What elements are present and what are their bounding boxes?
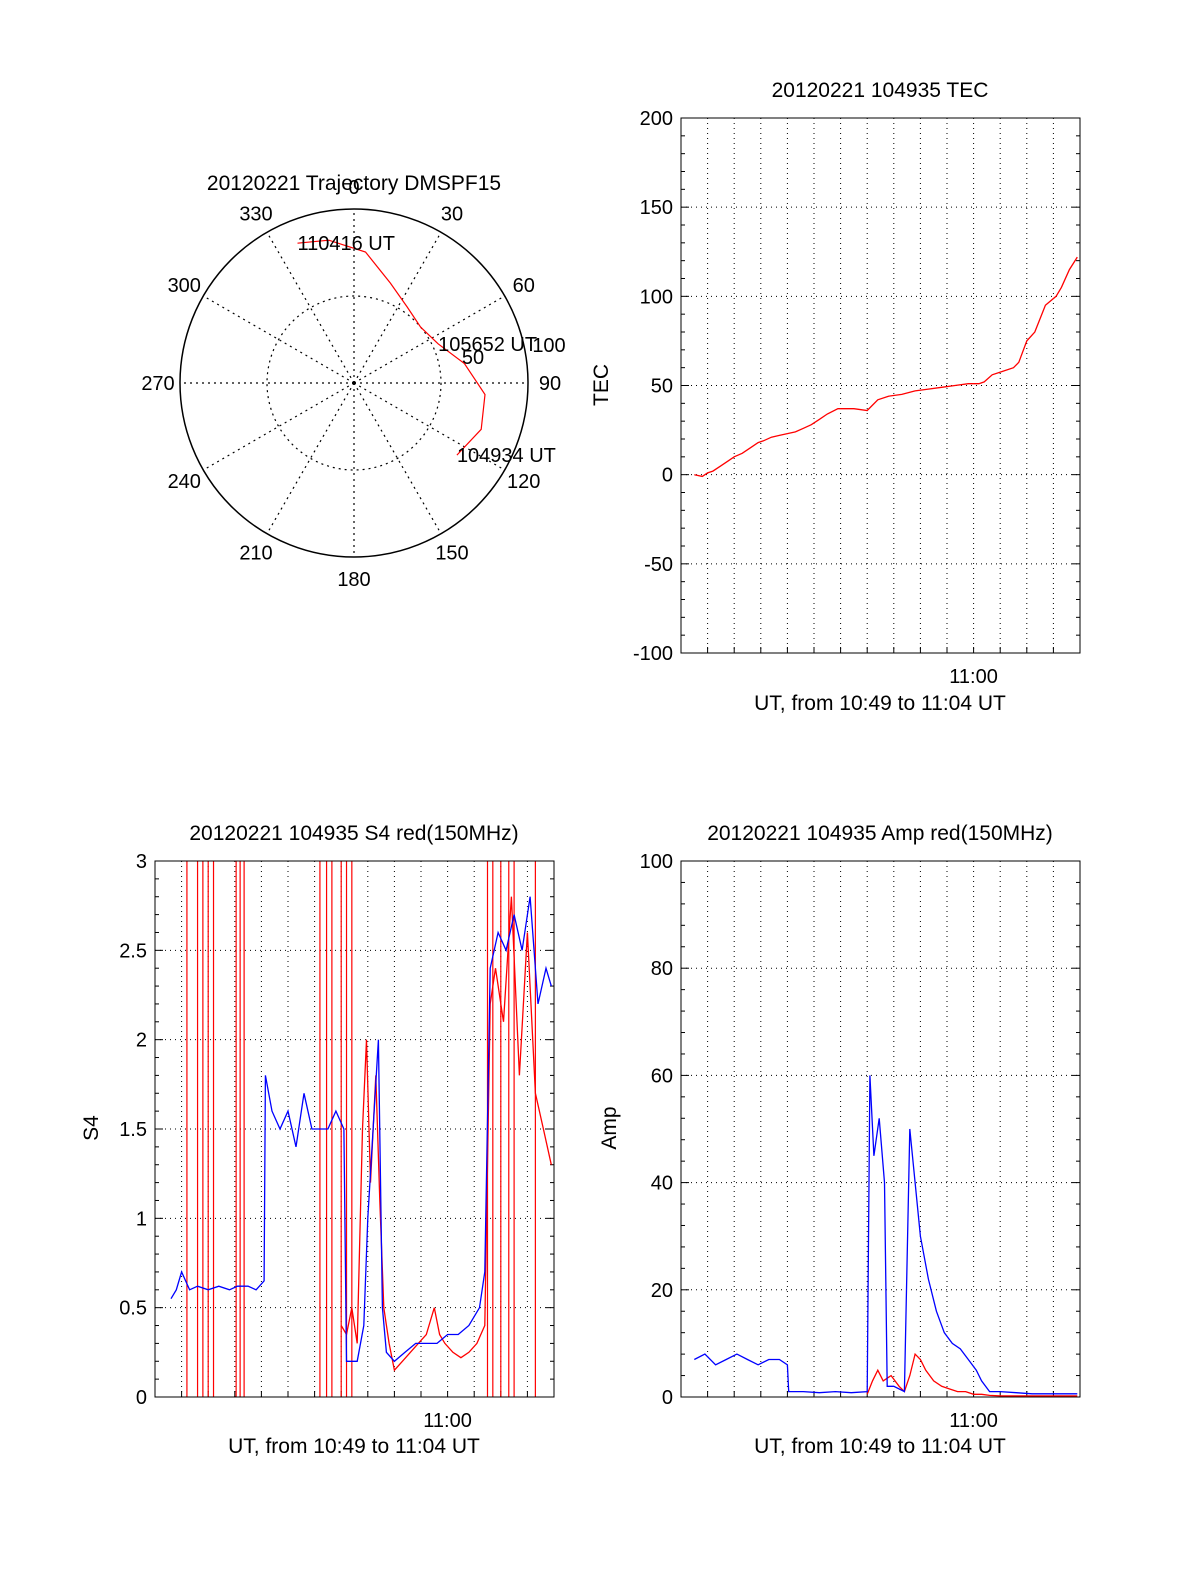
s4-title: 20120221 104935 S4 red(150MHz) — [189, 822, 518, 845]
polar-angle-label: 240 — [168, 471, 201, 493]
trajectory-time-label: 110416 UT — [298, 233, 395, 255]
s4-series — [170, 861, 552, 1397]
y-tick-label: 100 — [640, 286, 673, 308]
trajectory-time-label: 104934 UT — [457, 445, 556, 467]
polar-angle-label: 120 — [507, 471, 540, 493]
amp-ylabel: Amp — [598, 1106, 621, 1149]
s4-ylabel: S4 — [80, 1115, 103, 1141]
x-tick-label: 11:00 — [949, 1410, 998, 1432]
polar-angle-label: 30 — [441, 203, 463, 225]
polar-grid-spoke — [353, 382, 505, 471]
y-tick-label: 3 — [136, 851, 147, 873]
polar-angle-label: 90 — [539, 373, 561, 395]
polar-grid — [180, 209, 528, 557]
amp-xticks: 11:00 — [949, 1410, 998, 1432]
s4-panel: 20120221 104935 S4 red(150MHz) UT, from … — [80, 822, 555, 1458]
s4-xticks: 11:00 — [423, 1410, 472, 1432]
y-tick-label: 2.5 — [119, 940, 147, 962]
amp-series — [694, 1075, 1078, 1397]
polar-radius-label-100: 100 — [532, 335, 565, 357]
tec-plot-frame — [680, 117, 1081, 654]
y-tick-label: 1 — [136, 1208, 147, 1230]
series-line — [694, 256, 1078, 478]
trajectory-series: 104934 UT 105652 UT 110416 UT — [297, 233, 556, 467]
polar-grid-spoke — [353, 295, 505, 384]
y-tick-label: 60 — [651, 1065, 673, 1087]
amp-xlabel: UT, from 10:49 to 11:04 UT — [754, 1435, 1006, 1458]
y-tick-label: 0 — [662, 1387, 673, 1409]
s4-grid — [155, 860, 554, 1398]
amp-panel: 20120221 104935 Amp red(150MHz) UT, from… — [598, 822, 1081, 1458]
y-tick-label: 200 — [640, 108, 673, 130]
series-line — [170, 896, 552, 1363]
polar-outer-circle — [179, 208, 529, 558]
y-tick-label: 20 — [651, 1280, 673, 1302]
x-tick-label: 11:00 — [423, 1410, 472, 1432]
s4-xlabel: UT, from 10:49 to 11:04 UT — [228, 1435, 480, 1458]
trajectory-line — [297, 239, 486, 456]
polar-grid-spoke — [353, 382, 442, 534]
polar-grid-spoke — [266, 232, 355, 384]
polar-angle-label: 180 — [337, 569, 370, 591]
y-tick-label: 0.5 — [119, 1298, 147, 1320]
polar-grid-spoke — [203, 295, 355, 384]
y-tick-label: 50 — [651, 376, 673, 398]
tec-xticks: 11:00 — [949, 666, 998, 688]
s4-plot-frame — [154, 860, 555, 1398]
trajectory-time-label: 105652 UT — [438, 334, 537, 356]
x-tick-label: 11:00 — [949, 666, 998, 688]
tec-xlabel: UT, from 10:49 to 11:04 UT — [754, 692, 1006, 715]
tec-ylabel: TEC — [590, 364, 613, 406]
polar-angle-label: 270 — [141, 373, 174, 395]
y-tick-label: 40 — [651, 1173, 673, 1195]
y-tick-label: 100 — [640, 851, 673, 873]
trajectory-title: 20120221 Trajectory DMSPF15 — [207, 172, 501, 195]
polar-angle-label: 330 — [239, 203, 272, 225]
y-tick-label: 2 — [136, 1030, 147, 1052]
polar-angle-label: 150 — [435, 543, 468, 565]
y-tick-label: 80 — [651, 958, 673, 980]
y-tick-label: 150 — [640, 197, 673, 219]
polar-angle-labels: 0 30 60 90 120 150 180 210 240 270 300 330 — [141, 177, 561, 591]
series-line — [694, 1075, 1078, 1395]
polar-grid-circle — [266, 295, 442, 471]
polar-angle-label: 60 — [513, 275, 535, 297]
polar-angle-label: 0 — [348, 177, 359, 199]
tec-title: 20120221 104935 TEC — [772, 79, 989, 102]
amp-title: 20120221 104935 Amp red(150MHz) — [707, 822, 1053, 845]
trajectory-polar-panel: 20120221 Trajectory DMSPF15 0 30 60 90 120 15… — [141, 172, 565, 591]
series-line — [866, 1352, 1078, 1397]
polar-grid-spoke — [203, 382, 355, 471]
y-tick-label: 0 — [136, 1387, 147, 1409]
polar-grid-spoke — [266, 382, 355, 534]
polar-grid-spoke — [353, 232, 442, 384]
polar-angle-label: 210 — [239, 543, 272, 565]
amp-plot-frame — [680, 860, 1081, 1398]
polar-radius-label-50: 50 — [462, 347, 484, 369]
s4-yticks: 0 0.5 1 1.5 2 2.5 3 — [119, 851, 147, 1409]
amp-yticks: 0 20 40 60 80 100 — [640, 851, 673, 1409]
tec-grid — [681, 117, 1080, 654]
tec-yticks: -100 -50 0 50 100 150 200 — [633, 108, 673, 665]
y-tick-label: 1.5 — [119, 1119, 147, 1141]
polar-angle-label: 300 — [168, 275, 201, 297]
y-tick-label: 0 — [662, 465, 673, 487]
y-tick-label: -50 — [644, 554, 673, 576]
y-tick-label: -100 — [633, 643, 673, 665]
tec-series — [694, 256, 1078, 478]
tec-panel: 20120221 104935 TEC UT, from 10:49 to 11… — [590, 79, 1081, 715]
